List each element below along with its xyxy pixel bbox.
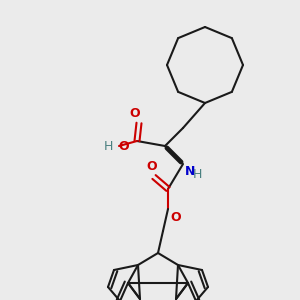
Text: H: H [193, 168, 202, 181]
Text: H: H [103, 140, 113, 152]
Text: O: O [130, 107, 140, 120]
Text: O: O [118, 140, 129, 152]
Text: N: N [185, 165, 195, 178]
Text: O: O [170, 211, 181, 224]
Text: O: O [147, 160, 157, 173]
